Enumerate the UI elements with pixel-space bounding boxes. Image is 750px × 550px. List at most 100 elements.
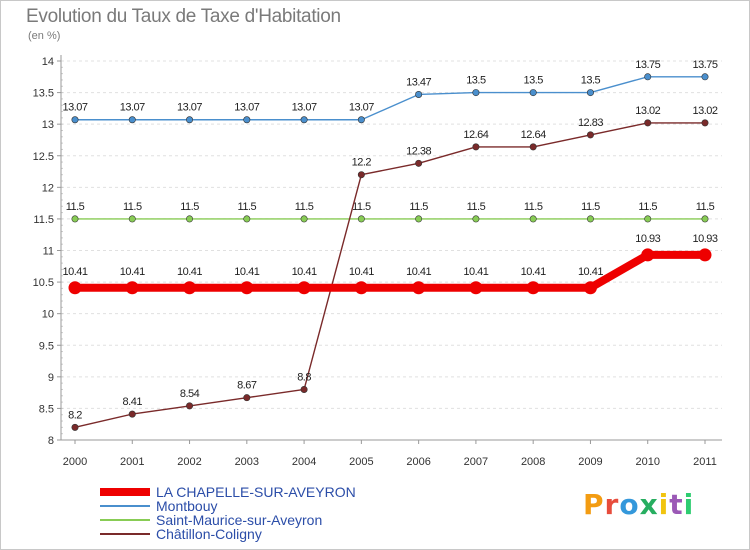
data-label: 11.5 <box>295 201 314 213</box>
logo-letter: i <box>683 488 695 521</box>
data-label: 13.02 <box>635 105 660 117</box>
data-point <box>300 385 308 393</box>
proxiti-logo: Proxiti <box>583 488 694 521</box>
data-point <box>586 89 594 97</box>
line-chart: 8 8.5 9 9.5 10 10.5 11 11.5 12 12.5 13 13.5 14 2000 20… <box>33 55 722 468</box>
y-tick-label: 11 <box>43 246 54 258</box>
data-point <box>529 89 537 97</box>
data-label: 10.41 <box>62 266 87 278</box>
x-tick-label: 2009 <box>578 456 602 468</box>
data-label: 13.07 <box>349 102 374 114</box>
data-point <box>128 215 136 223</box>
x-tick-label: 2011 <box>693 456 717 468</box>
data-point <box>644 119 652 127</box>
y-tick-label: 10.5 <box>33 277 54 289</box>
data-label: 13.07 <box>292 102 317 114</box>
data-point <box>183 281 197 295</box>
data-label: 13.75 <box>692 59 717 71</box>
x-tick-label: 2004 <box>292 456 316 468</box>
data-point <box>357 215 365 223</box>
data-point <box>586 215 594 223</box>
legend-swatch <box>100 488 150 496</box>
series-line-0 <box>71 250 709 292</box>
data-label: 8.41 <box>123 396 143 408</box>
data-label: 10.41 <box>578 266 603 278</box>
x-tick-label: 2006 <box>406 456 430 468</box>
chart-subtitle: (en %) <box>28 30 61 42</box>
data-label: 13.07 <box>62 102 87 114</box>
series-line-1 <box>74 76 706 121</box>
x-tick-label: 2000 <box>63 456 87 468</box>
data-label: 10.41 <box>234 266 259 278</box>
legend-label: LA CHAPELLE-SUR-AVEYRON <box>156 484 356 500</box>
data-label: 13.07 <box>120 102 145 114</box>
data-label: 8.2 <box>68 409 82 421</box>
data-label: 11.5 <box>123 201 142 213</box>
x-tick-label: 2007 <box>464 456 488 468</box>
data-point <box>71 116 79 124</box>
data-point <box>243 116 251 124</box>
y-tick-label: 13 <box>42 119 54 131</box>
data-label: 11.5 <box>638 201 657 213</box>
data-point <box>300 215 308 223</box>
data-label: 10.41 <box>349 266 374 278</box>
data-point <box>357 116 365 124</box>
data-point <box>243 215 251 223</box>
y-tick-label: 8 <box>48 435 54 447</box>
data-label: 11.5 <box>352 201 371 213</box>
data-point <box>701 215 709 223</box>
data-point <box>186 116 194 124</box>
data-label: 8.8 <box>297 371 311 383</box>
data-label: 13.02 <box>692 105 717 117</box>
data-point <box>644 215 652 223</box>
data-point <box>354 281 368 295</box>
legend-swatch <box>100 505 150 507</box>
legend-label: Châtillon-Coligny <box>156 526 262 542</box>
data-point <box>128 410 136 418</box>
data-point <box>240 281 254 295</box>
data-point <box>412 281 426 295</box>
legend-label: Saint-Maurice-sur-Aveyron <box>156 512 323 528</box>
data-label: 10.41 <box>120 266 145 278</box>
x-tick-label: 2005 <box>349 456 373 468</box>
x-tick-label: 2001 <box>120 456 144 468</box>
data-point <box>469 281 483 295</box>
x-tick-label: 2002 <box>177 456 201 468</box>
legend-swatch <box>100 519 150 521</box>
data-point <box>698 248 712 262</box>
data-label: 10.41 <box>177 266 202 278</box>
data-label: 10.41 <box>521 266 546 278</box>
data-point <box>529 215 537 223</box>
data-label: 13.47 <box>406 76 431 88</box>
data-point <box>472 143 480 151</box>
data-label: 10.41 <box>292 266 317 278</box>
data-label: 13.07 <box>177 102 202 114</box>
data-label: 10.41 <box>463 266 488 278</box>
data-label: 13.5 <box>466 75 486 87</box>
data-label: 13.5 <box>581 75 601 87</box>
y-tick-label: 8.5 <box>39 403 54 415</box>
data-label: 11.5 <box>524 201 543 213</box>
data-point <box>128 116 136 124</box>
data-point <box>701 119 709 127</box>
data-label: 12.2 <box>352 157 372 169</box>
x-tick-label: 2003 <box>235 456 259 468</box>
legend-label: Montbouy <box>156 498 218 514</box>
data-point <box>701 73 709 81</box>
data-point <box>300 116 308 124</box>
data-label: 8.54 <box>180 388 200 400</box>
data-label: 8.67 <box>237 380 257 392</box>
y-tick-label: 13.5 <box>33 88 54 100</box>
data-point <box>357 171 365 179</box>
data-label: 10.93 <box>635 233 660 245</box>
x-tick-label: 2010 <box>635 456 659 468</box>
x-tick-label: 2008 <box>521 456 545 468</box>
data-point <box>415 90 423 98</box>
data-label: 13.5 <box>523 75 543 87</box>
y-tick-label: 12.5 <box>33 151 54 163</box>
data-point <box>68 281 82 295</box>
data-point <box>415 215 423 223</box>
logo-letter: x <box>639 488 659 521</box>
data-point <box>526 281 540 295</box>
